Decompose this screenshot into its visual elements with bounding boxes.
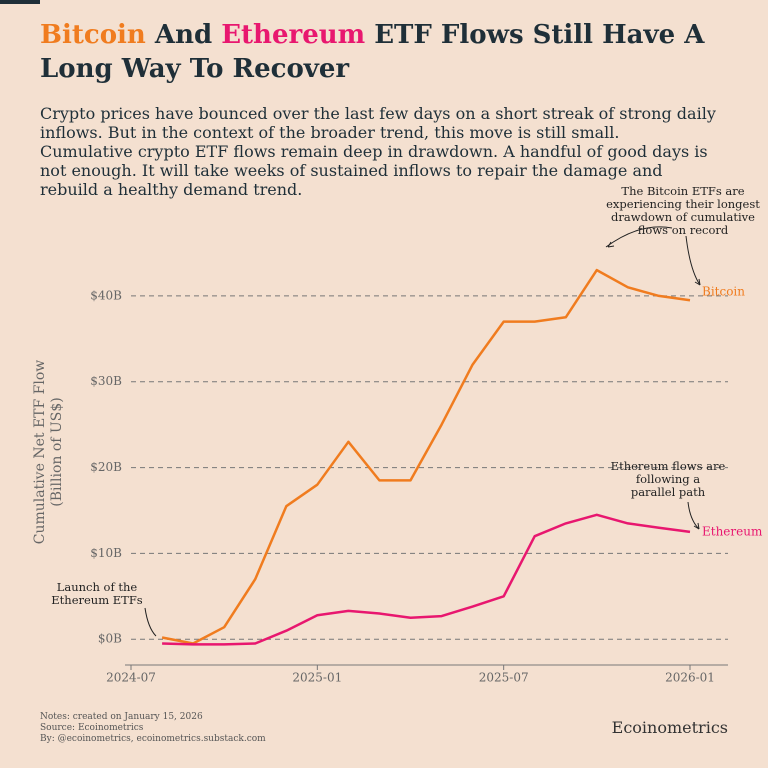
y-axis-label-line: (Billion of US$) [49, 397, 65, 506]
series-line [161, 268, 691, 645]
annotation-arrow [694, 278, 701, 286]
series-label: Ethereum [702, 524, 763, 538]
title-text: And [154, 20, 213, 50]
y-tick-label: $40B [90, 288, 122, 302]
accent-bar [0, 0, 40, 4]
y-tick-label: $10B [90, 546, 122, 560]
series-label: Bitcoin [702, 285, 745, 299]
annotation: following a [636, 472, 700, 486]
subtitle-line: rebuild a healthy demand trend. [40, 180, 303, 199]
title-bitcoin: Bitcoin [40, 20, 146, 50]
note-line: Source: Ecoinometrics [40, 723, 144, 733]
title-text: Long Way To Recover [40, 54, 350, 84]
annotation-arrow [605, 226, 673, 248]
annotation: flows on record [638, 223, 729, 237]
note-line: By: @ecoinometrics, ecoinometrics.substa… [40, 734, 266, 744]
annotation: experiencing their longest [606, 197, 760, 211]
annotation: The Bitcoin ETFs are [621, 184, 744, 198]
subtitle-line: not enough. It will take weeks of sustai… [40, 161, 663, 180]
y-axis-label-line: Cumulative Net ETF Flow [32, 360, 48, 545]
y-tick-label: $30B [90, 374, 122, 388]
title-ethereum: Ethereum [221, 20, 366, 50]
x-tick-label: 2024-07 [106, 671, 156, 685]
x-tick-label: 2025-07 [479, 671, 529, 685]
annotation: Launch of the [57, 580, 138, 594]
annotation: drawdown of cumulative [611, 210, 755, 224]
y-tick-label: $0B [98, 632, 122, 646]
subtitle-line: Crypto prices have bounced over the last… [40, 104, 716, 123]
subtitle-line: Cumulative crypto ETF flows remain deep … [40, 142, 708, 161]
chart-title: Bitcoin And Ethereum ETF Flows Still Hav… [40, 18, 704, 86]
y-tick-label: $20B [90, 460, 122, 474]
annotation: Ethereum ETFs [51, 593, 143, 607]
annotation: parallel path [631, 485, 706, 499]
notes: Notes: created on January 15, 2026 Source… [40, 712, 266, 745]
series-line [162, 513, 691, 646]
title-text: ETF Flows Still Have A [374, 20, 705, 50]
annotation-arrow [687, 501, 700, 530]
annotation: Ethereum flows are [611, 459, 726, 473]
y-axis-label: Cumulative Net ETF Flow(Billion of US$) [32, 360, 65, 545]
x-tick-label: 2025-01 [292, 671, 342, 685]
brand: Ecoinometrics [611, 718, 728, 737]
note-line: Notes: created on January 15, 2026 [40, 712, 203, 722]
subtitle: Crypto prices have bounced over the last… [40, 104, 716, 199]
subtitle-line: inflows. But in the context of the broad… [40, 123, 620, 142]
annotation-arrow [685, 235, 701, 286]
x-tick-label: 2026-01 [665, 671, 715, 685]
annotation-arrow [693, 522, 700, 530]
annotation-arrow [607, 241, 615, 248]
annotation-arrow [144, 607, 157, 637]
